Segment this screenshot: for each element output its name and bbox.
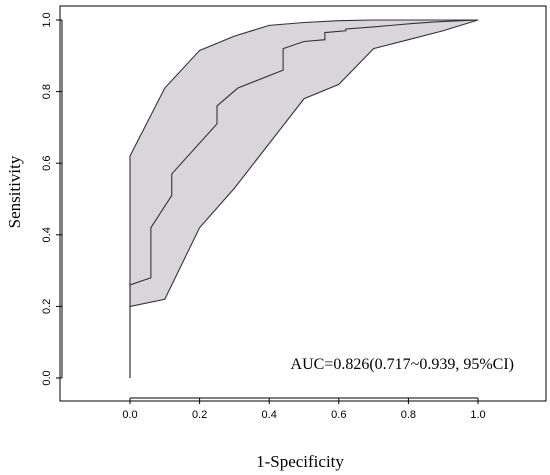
x-tick-label: 0.2 [192,409,207,421]
y-tick-label: 0.0 [41,370,53,385]
x-tick-label: 0.0 [122,409,137,421]
y-tick-label: 0.8 [41,84,53,99]
ci-band [129,19,479,378]
roc-curve-layer [129,19,479,378]
x-tick-label: 0.4 [262,409,277,421]
x-tick-label: 1.0 [470,409,485,421]
plot-frame [59,5,547,402]
x-tick-label: 0.6 [331,409,346,421]
auc-annotation: AUC=0.826(0.717~0.939, 95%CI) [291,356,514,373]
y-tick-label: 0.4 [41,227,53,242]
confidence-band-layer [129,19,479,378]
roc-curve [129,19,479,378]
y-axis-title: Sensitivity [5,155,24,228]
y-tick-label: 0.2 [41,299,53,314]
axes: 0.0 0.2 0.4 0.6 0.8 1.0 0.0 0.2 0.4 0.6 0.8 1.0 [41,12,486,421]
x-tick-label: 0.8 [401,409,416,421]
y-tick-label: 0.6 [41,156,53,171]
y-tick-label: 1.0 [41,12,53,27]
x-axis-title: 1-Specificity [256,452,344,471]
